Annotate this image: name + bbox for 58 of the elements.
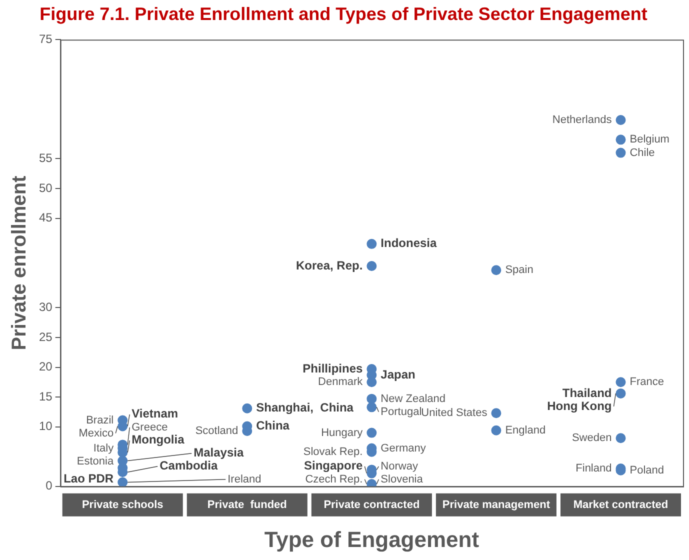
annotation: Italy [93,442,114,454]
y-axis-title: Private enrollment [8,175,31,350]
annotation: Ireland [228,473,262,486]
annotation: Korea, Rep. [296,258,363,272]
annotation: Scotland [195,425,238,438]
annotation: United States [421,407,488,420]
annotation: Shanghai, China [256,400,354,415]
annotation: Spain [505,264,534,276]
y-tick-label: 55 [38,151,53,166]
annotation: New Zealand [380,392,446,405]
y-tick-label: 10 [38,419,53,434]
y-tick-label: 25 [38,330,53,344]
y-tick-label: 20 [38,360,53,374]
annotation: China [256,418,290,433]
annotation: Denmark [318,376,364,388]
annotation: France [630,376,664,388]
annotation: Malaysia [194,446,244,460]
annotation: Lao PDR [64,472,114,486]
y-tick-label: 30 [38,300,53,314]
annotation: Netherlands [552,114,612,126]
annotation: Phillipines [302,361,363,376]
annotation: Estonia [76,455,114,468]
annotation: Japan [380,367,416,382]
x-tick-label: Private funded [207,499,287,512]
annotation: Slovenia [380,473,424,486]
y-tick-label: 15 [38,389,53,404]
x-tick-label: Market contracted [573,499,668,512]
annotation: Poland [630,464,664,476]
annotation: Germany [380,442,426,454]
annotation: Czech Rep. [305,473,363,486]
annotation: Cambodia [160,458,218,473]
x-tick-label: Private contracted [324,499,420,512]
annotation: Finland [576,462,612,475]
annotation: Hungary [321,426,364,439]
annotation: Vietnam [132,406,178,421]
annotation: Portugal [380,406,422,418]
annotation: Indonesia [380,236,438,250]
annotation: England [505,424,546,436]
annotation: Greece [132,421,168,434]
annotation: Belgium [630,134,670,146]
x-tick-label: Private management [442,499,550,512]
annotation: Chile [630,146,655,159]
annotation: Sweden [572,432,612,444]
x-tick-label: Private schools [82,499,164,512]
annotation: Thailand [562,386,612,400]
annotation: Norway [380,460,418,472]
y-tick-label: 50 [38,180,53,195]
annotation: Brazil [86,414,114,426]
annotation: Mexico [78,427,114,440]
y-tick-label: 0 [46,478,53,493]
x-axis-title: Type of Engagement [264,526,480,552]
y-tick-label: 45 [38,210,53,225]
y-tick-label: 75 [38,32,53,46]
annotation: Slovak Rep. [303,446,363,458]
chart-title: Figure 7.1. Private Enrollment and Types of Private Sector Engagement [40,4,648,24]
annotation: Singapore [304,458,363,473]
annotation: Mongolia [132,432,185,447]
annotation: Hong Kong [547,398,612,413]
